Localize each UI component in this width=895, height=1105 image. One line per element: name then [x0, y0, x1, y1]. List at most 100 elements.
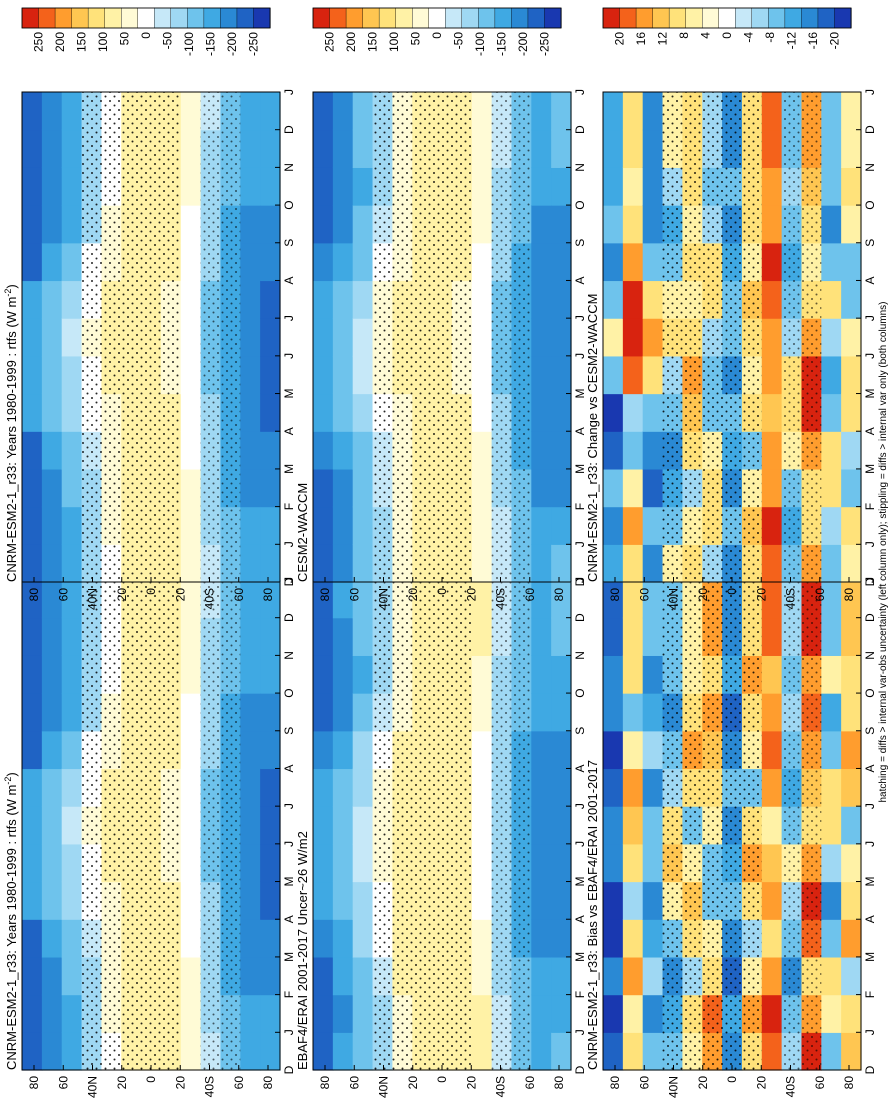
- colorbar-tick-label: 250: [32, 32, 46, 52]
- heatmap-cell: [313, 1032, 334, 1071]
- heatmap-cell: [761, 92, 783, 131]
- heatmap-cell: [260, 768, 281, 807]
- heatmap-cell: [332, 881, 354, 920]
- colorbar-swatch: [602, 7, 621, 29]
- p1-panel: 80 60 40N 20 0 20 40S 60 80DJFMAMJJASONDJCNRM-ES…: [3, 495, 296, 1098]
- heatmap-cell: [841, 693, 862, 732]
- heatmap-cell: [603, 768, 624, 807]
- heatmap-cell: [352, 92, 374, 131]
- lat-tick-label: 80: [318, 588, 332, 602]
- heatmap-cell: [41, 1032, 63, 1071]
- heatmap-cell: [240, 655, 261, 694]
- heatmap-cell: [551, 843, 572, 883]
- heatmap-cell: [61, 506, 83, 545]
- heatmap-cell: [180, 956, 202, 996]
- panel-title: EBAF4/ERAI 2001-2017 Uncer~26 W/m2: [295, 831, 310, 1070]
- heatmap-cell: [603, 617, 624, 656]
- month-tick-label: A: [863, 276, 877, 284]
- heatmap-cell: [61, 468, 83, 508]
- heatmap-cell: [352, 994, 374, 1033]
- month-tick-label: F: [573, 991, 587, 998]
- lat-tick-label: 40S: [494, 1076, 508, 1097]
- heatmap-cell: [551, 280, 572, 319]
- heatmap-cell: [551, 693, 572, 732]
- heatmap-cell: [622, 393, 644, 432]
- month-tick-label: M: [573, 389, 587, 399]
- colorbar-swatch: [801, 7, 819, 29]
- month-tick-label: N: [282, 651, 296, 660]
- lat-tick-label: 60: [56, 588, 70, 602]
- heatmap-cell: [260, 318, 281, 357]
- heatmap-cell: [603, 881, 624, 920]
- heatmap-cell: [821, 617, 842, 656]
- heatmap-cell: [603, 506, 624, 545]
- month-tick-label: D: [282, 1065, 296, 1074]
- heatmap-cell: [642, 393, 664, 432]
- heatmap-cell: [22, 318, 43, 357]
- heatmap-cell: [260, 580, 281, 619]
- heatmap-cell: [821, 242, 842, 282]
- month-tick-label: O: [863, 200, 877, 209]
- heatmap-cell: [841, 994, 862, 1033]
- heatmap-cell: [761, 919, 783, 958]
- heatmap-cell: [240, 468, 261, 508]
- heatmap-cell: [41, 544, 63, 583]
- heatmap-cell: [260, 730, 281, 770]
- heatmap-cell: [332, 431, 354, 470]
- heatmap-cell: [551, 242, 572, 282]
- month-tick-label: N: [863, 651, 877, 660]
- panel-title: CNRM-ESM2-1_r33: Bias vs EBAF4/ERAI 2001…: [585, 760, 600, 1070]
- heatmap-cell: [841, 92, 862, 131]
- heatmap-cell: [551, 205, 572, 244]
- colorbar-tick-label: -8: [763, 32, 777, 43]
- lat-tick-label: 80: [318, 1076, 332, 1090]
- month-tick-label: J: [282, 315, 296, 321]
- lat-tick-label: 20: [696, 1076, 710, 1090]
- heatmap-cell: [841, 431, 862, 470]
- heatmap-cell: [761, 580, 783, 619]
- colorbar-swatch: [345, 7, 364, 29]
- colorbar-swatch: [718, 7, 736, 29]
- heatmap-cell: [313, 318, 334, 357]
- colorbar-swatch: [120, 7, 139, 29]
- heatmap-cell: [841, 1032, 862, 1071]
- lat-tick-label: 60: [56, 1076, 70, 1090]
- month-tick-label: J: [863, 353, 877, 359]
- stippling: [491, 580, 532, 1070]
- colorbar-swatch: [71, 7, 89, 29]
- heatmap-cell: [761, 768, 783, 807]
- colorbar-tick-label: 0: [720, 32, 734, 39]
- heatmap-cell: [761, 843, 783, 883]
- heatmap-cell: [332, 242, 354, 282]
- heatmap-cell: [821, 1032, 842, 1071]
- colorbar-swatch: [329, 7, 347, 29]
- lat-tick-label: 40N: [377, 1076, 391, 1098]
- heatmap-cell: [821, 544, 842, 583]
- lat-tick-label: 60: [637, 588, 651, 602]
- colorbar-tick-label: -4: [741, 32, 755, 43]
- month-tick-label: F: [282, 991, 296, 998]
- heatmap-cell: [332, 730, 354, 770]
- heatmap-cell: [260, 843, 281, 883]
- heatmap-cell: [352, 919, 374, 958]
- heatmap-cell: [180, 167, 202, 206]
- heatmap-cell: [180, 468, 202, 508]
- heatmap-cell: [471, 129, 493, 168]
- heatmap-cell: [61, 92, 83, 131]
- heatmap-cell: [471, 994, 493, 1033]
- lat-tick-label: 60: [813, 1076, 827, 1090]
- lat-tick-label: 20: [754, 588, 768, 602]
- heatmap-cell: [180, 393, 202, 432]
- lat-tick-label: 20: [406, 1076, 420, 1090]
- heatmap-cell: [260, 431, 281, 470]
- month-tick-label: A: [863, 427, 877, 435]
- stippling: [81, 580, 181, 1070]
- heatmap-cell: [22, 919, 43, 958]
- heatmap-cell: [531, 167, 552, 206]
- lat-tick-label: 20: [464, 1076, 478, 1090]
- heatmap-cell: [180, 92, 202, 131]
- heatmap-cell: [332, 617, 354, 656]
- heatmap-cell: [471, 617, 493, 656]
- heatmap-cell: [642, 919, 664, 958]
- heatmap-cell: [531, 730, 552, 770]
